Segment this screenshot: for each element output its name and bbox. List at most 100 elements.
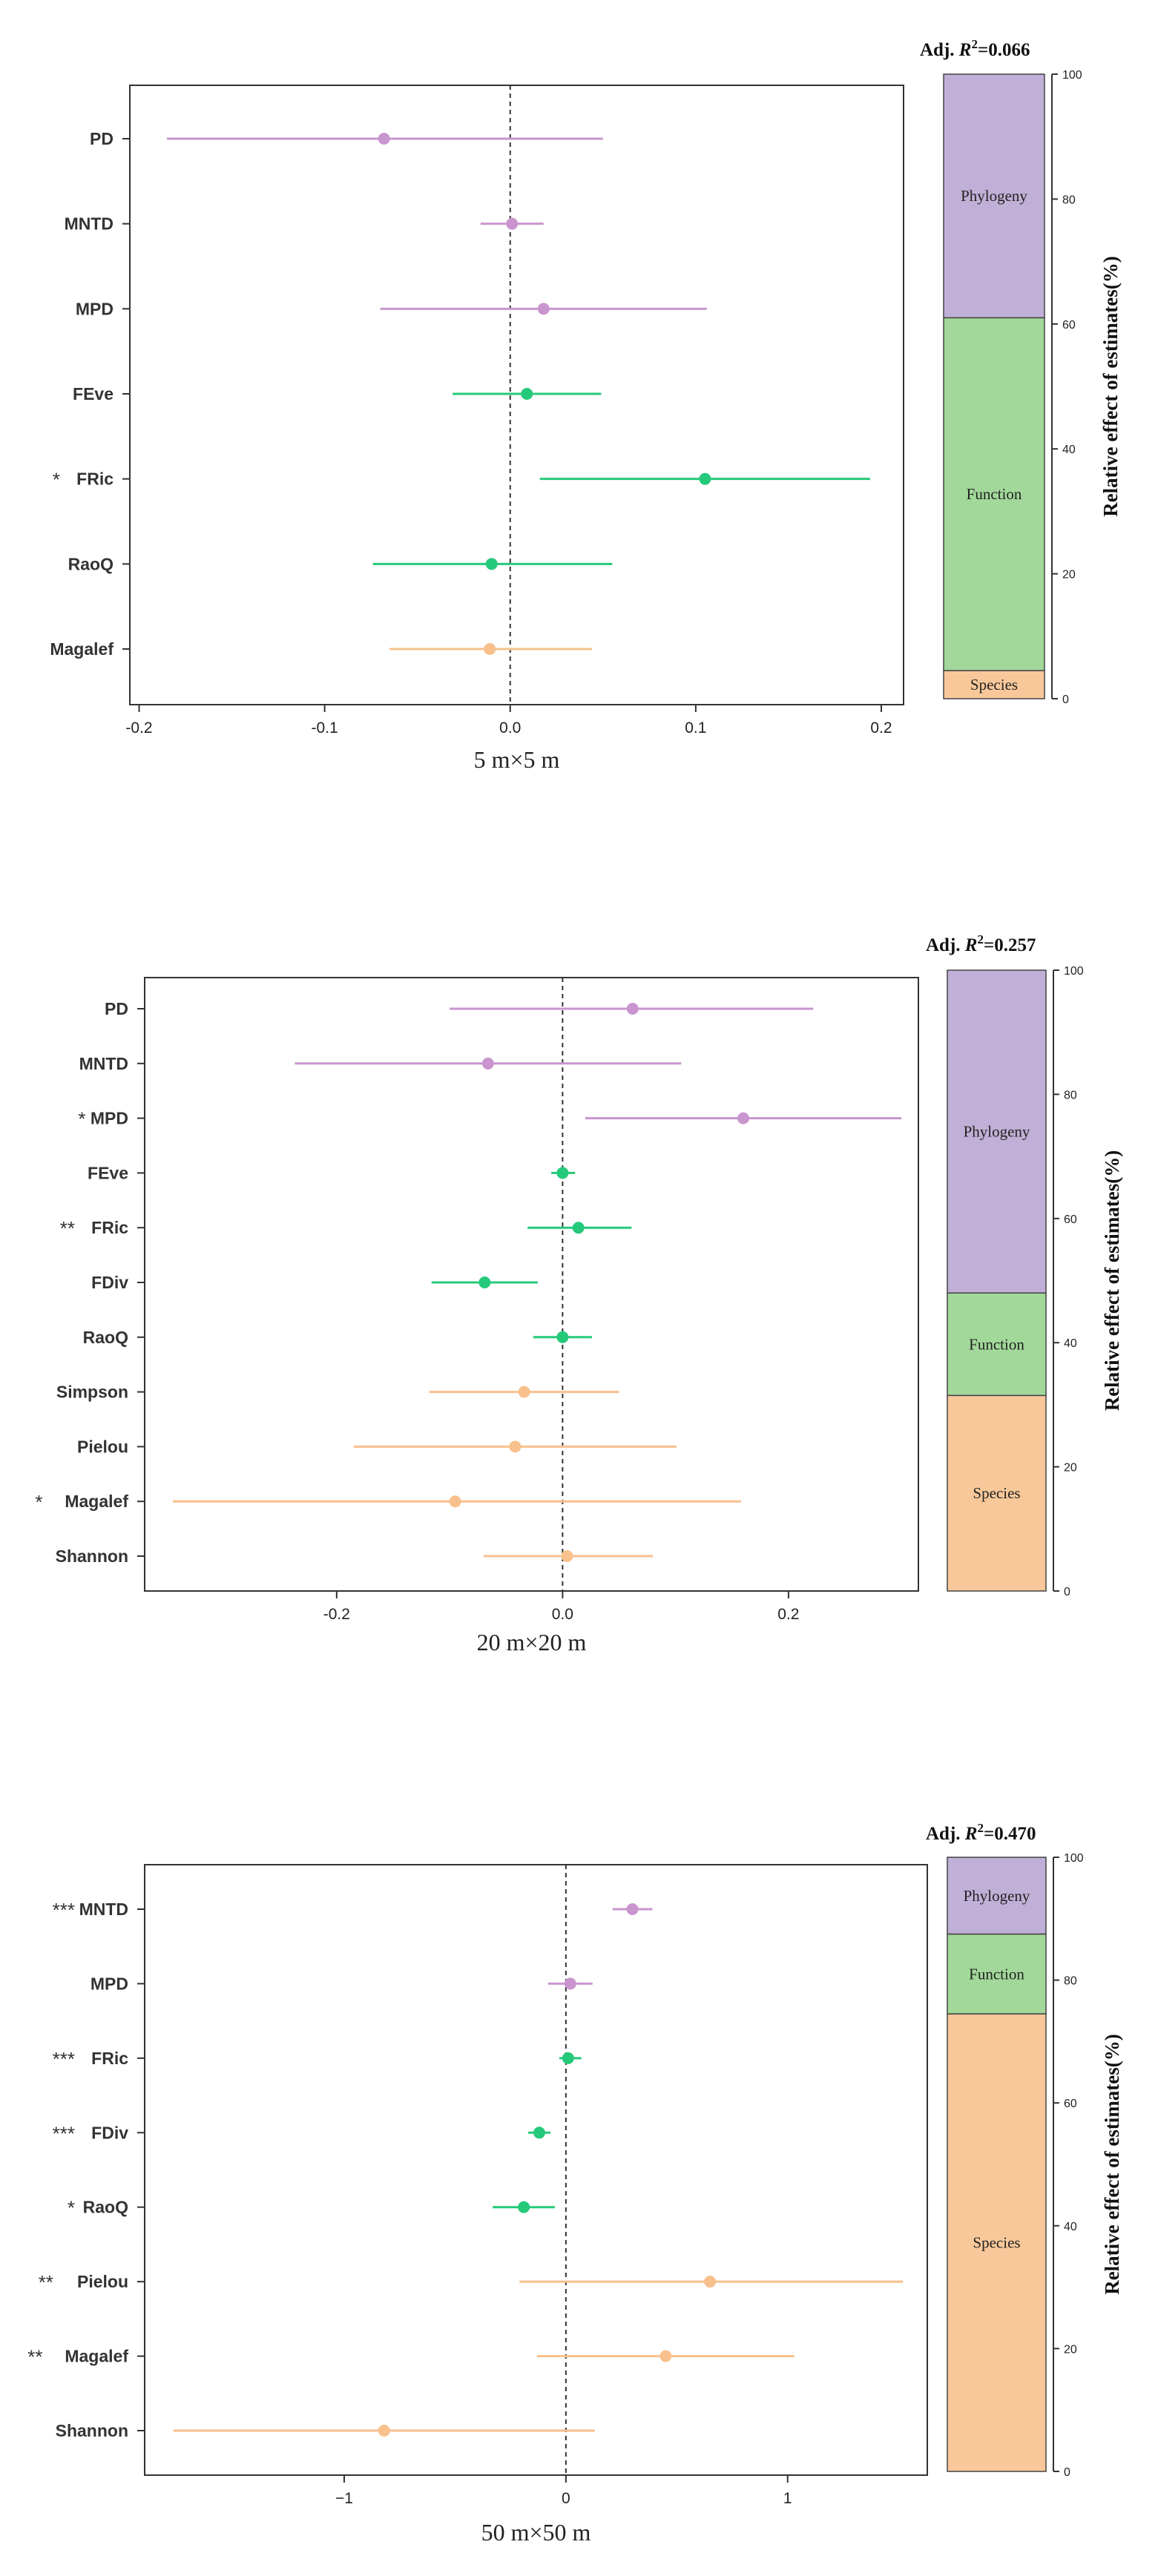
adj-r2-superscript: 2 (977, 932, 984, 946)
bar-segment-label: Phylogeny (964, 1123, 1030, 1141)
bar-segment-label: Species (970, 676, 1018, 694)
estimate-row-magalef: Magalef ** (27, 2346, 795, 2368)
significance-stars: ** (39, 2271, 53, 2293)
bar-y-tick-label: 20 (1064, 1462, 1077, 1475)
significance-stars: *** (53, 2048, 75, 2070)
row-label: FEve (88, 1163, 128, 1182)
adj-r2-prefix: Adj. (926, 1824, 965, 1844)
estimate-row-raoq: RaoQ (68, 554, 613, 573)
estimate-point (485, 558, 498, 570)
plot-frame (144, 1864, 928, 2476)
estimate-row-fdiv: FDiv (91, 1273, 538, 1292)
significance-stars: * (68, 2197, 75, 2219)
row-label: MNTD (65, 214, 114, 234)
estimate-point (484, 643, 496, 655)
bar-segment-label: Phylogeny (961, 187, 1027, 205)
estimate-point (564, 1977, 576, 1990)
estimate-point (699, 472, 711, 485)
estimate-point (533, 2127, 545, 2139)
estimate-point (626, 1903, 639, 1915)
estimate-row-fric: FRic * (53, 469, 870, 491)
row-label: MPD (76, 299, 114, 318)
row-label: Magalef (65, 1492, 128, 1511)
row-label: MNTD (79, 1900, 128, 1919)
estimate-point (737, 1112, 749, 1124)
estimate-row-feve: FEve (73, 384, 602, 403)
significance-stars: ** (60, 1217, 75, 1239)
row-label: FRic (91, 2049, 128, 2068)
bar-y-tick-label: 100 (1064, 965, 1084, 978)
significance-stars: * (53, 469, 60, 491)
bar-y-tick-label: 20 (1062, 569, 1076, 582)
estimate-point (518, 2201, 530, 2213)
estimate-point (626, 1003, 639, 1015)
bar-y-axis-title: Relative effect of estimates(%) (1099, 256, 1122, 517)
estimate-row-mpd: MPD * (78, 1108, 902, 1130)
bar-y-tick-label: 60 (1064, 2098, 1077, 2110)
estimate-point (449, 1495, 461, 1508)
estimate-row-pd: PD (105, 999, 814, 1018)
x-tick-label: 0.0 (499, 719, 521, 737)
estimate-point (478, 1277, 491, 1288)
estimate-row-mntd: MNTD (65, 214, 544, 234)
bar-segment-label: Function (969, 1965, 1024, 1983)
plot-frame (144, 977, 919, 1592)
bar-segment-phylogeny (947, 1857, 1047, 1935)
bar-y-tick-label: 60 (1064, 1213, 1077, 1226)
estimate-row-pd: PD (90, 129, 603, 148)
row-label: Magalef (65, 2347, 128, 2366)
bar-segment-label: Species (973, 1484, 1020, 1502)
adj-r2-title: Adj. R2=0.470 (926, 1821, 1036, 1844)
row-label: Pielou (77, 1437, 128, 1456)
adj-r2-symbol: R (958, 40, 972, 60)
bar-y-tick-label: 80 (1062, 194, 1076, 206)
estimate-point (518, 1386, 530, 1398)
x-tick-label: 0.1 (685, 719, 706, 737)
estimate-row-raoq: RaoQ * (68, 2197, 555, 2219)
row-label: RaoQ (83, 1328, 128, 1347)
estimate-row-mntd: MNTD (79, 1054, 682, 1073)
estimate-point (562, 2052, 574, 2064)
significance-stars: *** (53, 1899, 75, 1921)
x-tick-label: -0.2 (125, 719, 152, 737)
bar-y-tick-label: 100 (1064, 1852, 1084, 1865)
x-tick-label: -0.1 (312, 719, 338, 737)
x-axis-title: 5 m×5 m (474, 746, 560, 773)
estimate-point (537, 303, 550, 315)
estimate-row-pielou: Pielou (77, 1437, 677, 1456)
estimate-row-simpson: Simpson (56, 1383, 619, 1402)
x-axis-title: 20 m×20 m (477, 1629, 587, 1656)
estimate-row-fdiv: FDiv *** (53, 2122, 550, 2144)
estimate-row-raoq: RaoQ (83, 1328, 592, 1347)
adj-r2-prefix: Adj. (926, 935, 965, 955)
estimate-point (506, 217, 519, 230)
significance-stars: * (78, 1108, 85, 1130)
significance-stars: ** (27, 2346, 42, 2368)
row-label: FRic (76, 470, 114, 489)
bar-segment-label: Phylogeny (964, 1887, 1030, 1905)
x-tick-label: -0.2 (323, 1606, 350, 1623)
x-tick-label: 0 (562, 2490, 570, 2507)
bar-y-axis-title: Relative effect of estimates(%) (1101, 2034, 1123, 2295)
estimate-row-fric: FRic ** (60, 1217, 632, 1239)
row-label: PD (90, 129, 114, 148)
estimate-row-shannon: Shannon (56, 2421, 595, 2440)
adj-r2-title: Adj. R2=0.257 (926, 932, 1036, 955)
bar-y-tick-label: 60 (1062, 319, 1076, 332)
row-label: FEve (73, 384, 114, 403)
adj-r2-value: =0.066 (978, 40, 1030, 60)
row-label: FDiv (91, 1273, 128, 1292)
relative-effect-bar-1: Species Function Phylogeny 0 20 40 60 80 100 Rela… (920, 37, 1122, 706)
bar-y-tick-label: 100 (1062, 69, 1082, 82)
bar-y-tick-label: 80 (1064, 1089, 1077, 1101)
forest-panel-3: −1 0 150 m×50 mMNTD***MPDFRic***FDiv***Rao… (27, 1864, 928, 2546)
bar-segment-label: Function (967, 485, 1022, 503)
estimate-point (572, 1222, 585, 1234)
estimate-point (704, 2276, 717, 2288)
estimate-row-magalef: Magalef * (35, 1491, 741, 1513)
row-label: Magalef (50, 639, 114, 659)
relative-effect-bar-3: Species Function Phylogeny 0 20 40 60 80 100 Rela… (926, 1821, 1123, 2479)
row-label: MPD (91, 1974, 128, 1993)
x-tick-label: −1 (335, 2490, 353, 2507)
